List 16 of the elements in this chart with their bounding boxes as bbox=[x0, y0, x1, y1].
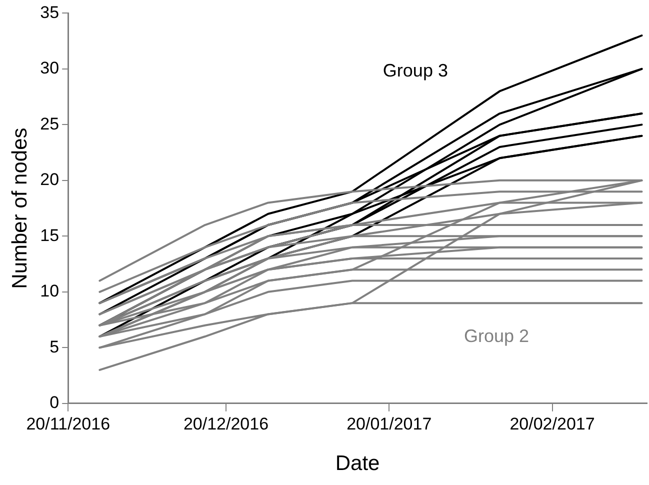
x-tick-label: 20/01/2017 bbox=[346, 414, 432, 434]
y-tick-label: 0 bbox=[50, 393, 60, 412]
x-tick-label: 20/11/2016 bbox=[26, 414, 110, 434]
y-axis-title: Number of nodes bbox=[8, 128, 32, 289]
y-tick-label: 25 bbox=[40, 114, 60, 134]
y-tick-label: 35 bbox=[40, 2, 60, 22]
annotation: Group 2 bbox=[464, 326, 530, 346]
x-tick-label: 20/12/2016 bbox=[183, 414, 269, 434]
y-tick-label: 5 bbox=[50, 337, 60, 356]
x-tick-label: 20/02/2017 bbox=[510, 414, 595, 434]
y-tick-label: 20 bbox=[40, 170, 60, 190]
y-tick-label: 10 bbox=[40, 282, 60, 301]
y-tick-label: 30 bbox=[40, 58, 60, 78]
x-axis-title: Date bbox=[335, 452, 380, 476]
y-tick-label: 15 bbox=[40, 226, 60, 245]
annotation: Group 3 bbox=[382, 60, 448, 81]
